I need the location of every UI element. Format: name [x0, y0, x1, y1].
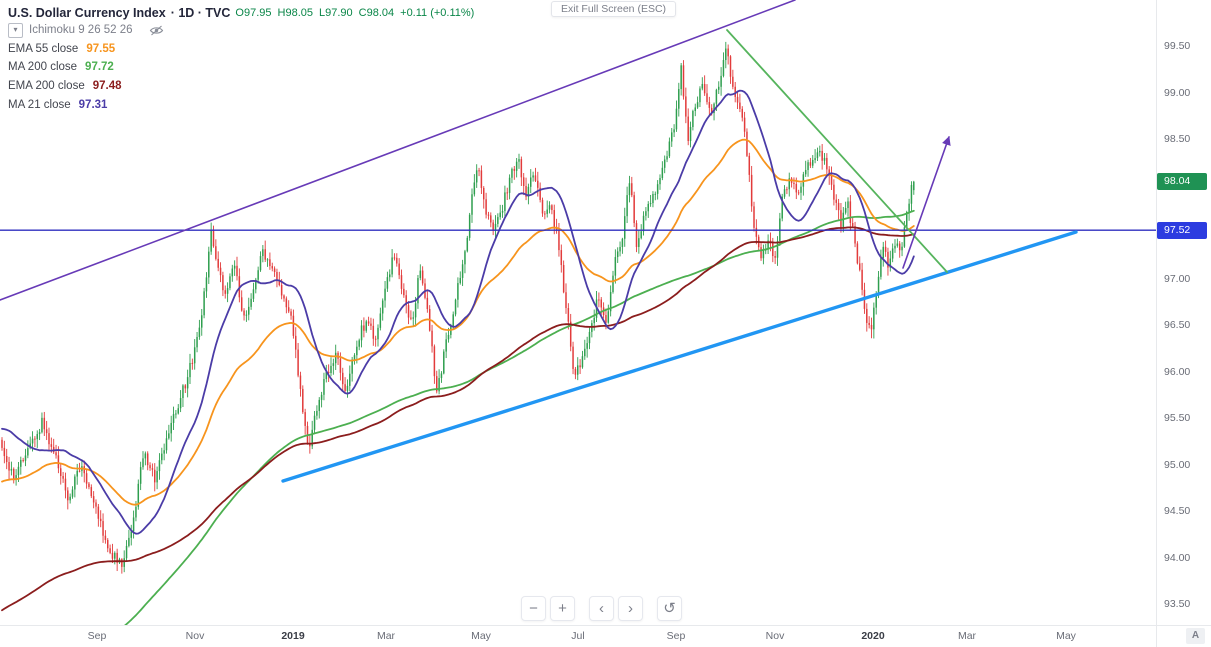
price-tick-label: 96.00: [1164, 365, 1191, 378]
time-tick-label: 2019: [281, 630, 305, 642]
candlestick-series: [1, 41, 915, 574]
chart-nav-controls: − + ‹ › ↺: [521, 596, 682, 621]
ohlc-close: C98.04: [358, 6, 395, 19]
price-change: +0.11 (+0.11%): [400, 6, 475, 19]
overlay-EMA 55: [1, 138, 915, 506]
indicator-row-ichimoku[interactable]: ▾ Ichimoku 9 26 52 26: [8, 21, 480, 40]
price-tick-label: 99.50: [1164, 40, 1191, 52]
chart-drawings: [0, 0, 1156, 483]
symbol-meta: · 1D · TVC: [170, 5, 231, 20]
price-tick-label: 98.50: [1164, 133, 1191, 145]
symbol-name: U.S. Dollar Currency Index: [8, 5, 166, 20]
axis-corner: A: [1156, 625, 1211, 647]
price-tick-label: 94.00: [1164, 551, 1191, 564]
time-tick-label: May: [1056, 630, 1076, 642]
overlay-MA 21: [1, 89, 915, 535]
time-tick-label: Nov: [185, 630, 205, 642]
overlay-EMA 200: [1, 226, 915, 612]
indicator-name-ma200: MA 200 close: [8, 61, 78, 74]
price-tick-label: 94.50: [1164, 505, 1191, 517]
exit-fullscreen-button[interactable]: Exit Full Screen (ESC): [551, 1, 677, 17]
chevron-down-icon[interactable]: ▾: [8, 22, 23, 38]
ohlc-low: L97.90: [319, 6, 353, 19]
rising-support-trendline: [281, 230, 1078, 483]
symbol-title-row[interactable]: U.S. Dollar Currency Index · 1D · TVC O9…: [8, 4, 480, 21]
corner-button-a[interactable]: A: [1186, 628, 1205, 644]
ema55-value: 97.55: [86, 42, 116, 55]
indicator-name-ema55: EMA 55 close: [8, 42, 79, 55]
ema200-value: 97.48: [92, 80, 122, 93]
last-price-badge: 98.04: [1157, 173, 1207, 191]
time-tick-label: Nov: [765, 630, 785, 642]
ma200-value: 97.72: [85, 61, 114, 74]
indicator-row-ema200[interactable]: EMA 200 close 97.48: [8, 77, 480, 96]
zoom-in-button[interactable]: +: [550, 596, 575, 621]
ma21-value: 97.31: [78, 98, 108, 111]
level-price-badge: 97.52: [1157, 221, 1207, 239]
breakout-arrow: [902, 136, 951, 269]
time-tick-label: May: [471, 630, 491, 642]
moving-average-lines: [1, 89, 915, 625]
time-tick-label: Sep: [87, 630, 107, 642]
overlay-MA 200: [124, 209, 915, 625]
price-chart-pane[interactable]: [0, 0, 1156, 625]
indicator-name-ichimoku: Ichimoku 9 26 52 26: [29, 24, 133, 37]
time-tick-label: Sep: [666, 630, 686, 642]
visibility-off-icon[interactable]: [149, 25, 164, 36]
chart-legend: U.S. Dollar Currency Index · 1D · TVC O9…: [8, 4, 480, 114]
price-axis[interactable]: 99.50 99.00 98.50 97.00 96.50 96.00 95.50 95.00…: [1156, 0, 1211, 625]
indicator-name-ema200: EMA 200 close: [8, 80, 85, 93]
price-tick-label: 96.50: [1164, 319, 1191, 331]
price-tick-label: 93.50: [1164, 598, 1191, 610]
time-tick-label: Jul: [571, 630, 585, 642]
ohlc-high: H98.05: [277, 6, 313, 19]
price-tick-label: 95.00: [1164, 458, 1191, 471]
reset-chart-button[interactable]: ↺: [657, 596, 682, 621]
pan-left-button[interactable]: ‹: [589, 596, 614, 621]
ohlc-open: O97.95: [235, 6, 272, 19]
price-tick-label: 95.50: [1164, 412, 1191, 424]
price-tick-label: 99.00: [1164, 86, 1191, 99]
time-tick-label: 2020: [861, 630, 885, 642]
price-tick-label: 97.00: [1164, 272, 1191, 285]
time-tick-label: Mar: [376, 630, 396, 642]
pan-right-button[interactable]: ›: [618, 596, 643, 621]
indicator-row-ma200[interactable]: MA 200 close 97.72: [8, 58, 480, 77]
falling-resistance-trendline: [726, 29, 948, 273]
indicator-row-ma21[interactable]: MA 21 close 97.31: [8, 95, 480, 114]
time-axis[interactable]: Sep Nov 2019 Mar May Jul Sep Nov 2020 Mar May: [0, 625, 1156, 647]
indicator-name-ma21: MA 21 close: [8, 98, 71, 111]
time-tick-label: Mar: [957, 630, 977, 642]
rising-channel-trendline: [0, 0, 796, 301]
indicator-row-ema55[interactable]: EMA 55 close 97.55: [8, 40, 480, 59]
zoom-out-button[interactable]: −: [521, 596, 546, 621]
